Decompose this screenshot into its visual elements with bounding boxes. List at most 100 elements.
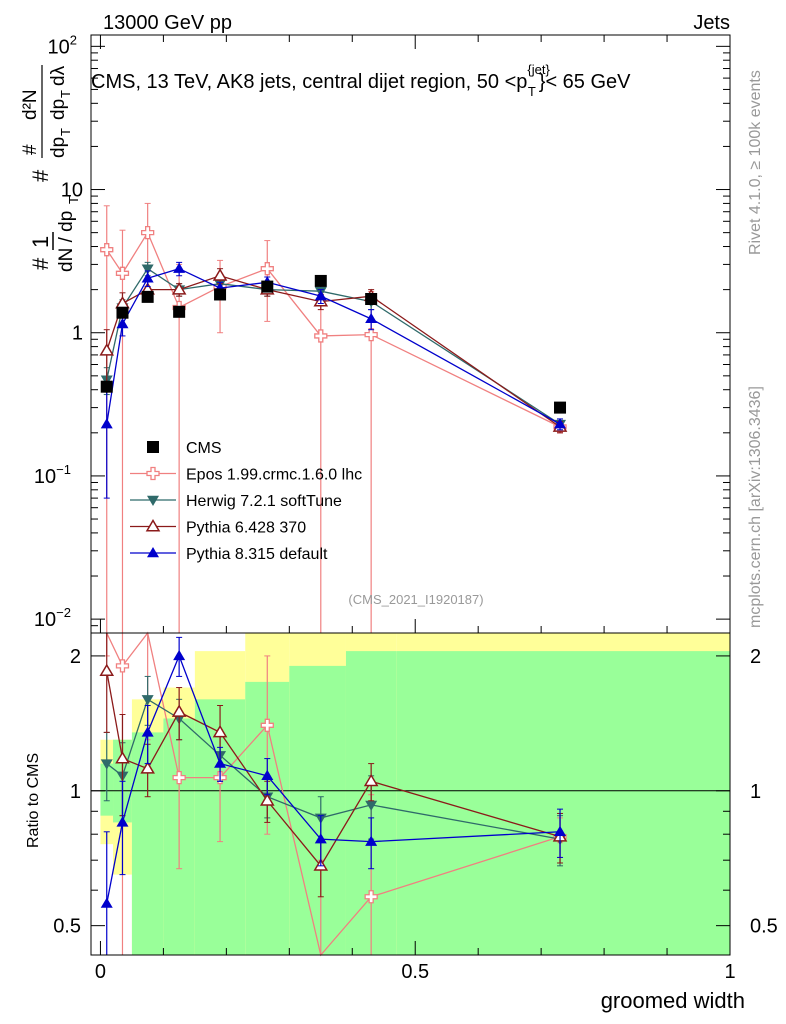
y-tick-base: 10: [48, 36, 70, 58]
data-point-triangle-up: [141, 272, 154, 283]
data-point-triangle-up: [100, 418, 113, 429]
ratio-y-ticks: 0.5 0.5 1 1 2 2: [53, 646, 778, 938]
plot-title-sub: T: [528, 84, 536, 99]
legend-label: Herwig 7.2.1 softTune: [186, 493, 342, 510]
x-tick-label: 1: [724, 961, 735, 983]
plot-title: CMS, 13 TeV, AK8 jets, central dijet reg…: [91, 62, 631, 99]
svg-text:dp: dp: [48, 99, 69, 120]
data-point-cross: [314, 329, 328, 343]
data-point-triangle-up: [314, 290, 327, 301]
band-green: [289, 665, 346, 955]
y-tick-label: 10−1: [34, 462, 71, 488]
svg-text:#: #: [20, 144, 41, 155]
data-point-triangle-open: [99, 663, 115, 677]
y-tick-base: 1: [72, 323, 83, 345]
data-point-triangle-open: [115, 751, 130, 764]
data-point-triangle-open: [212, 724, 228, 738]
data-point-triangle-open: [115, 296, 130, 309]
y-tick-exponent: −2: [56, 605, 71, 620]
data-point-cross: [141, 225, 155, 240]
y-tick-base: 10: [61, 180, 83, 202]
main-series-group: [99, 202, 568, 633]
svg-text:#: #: [28, 257, 53, 270]
data-point-triangle-open: [171, 282, 187, 295]
rivet-label: Rivet 4.1.0, ≥ 100k events: [747, 70, 764, 255]
data-point-cross: [172, 770, 186, 785]
data-point-triangle-open: [363, 773, 379, 787]
y-tick-exponent: −1: [56, 462, 71, 477]
energy-label: 13000 GeV pp: [103, 12, 232, 34]
data-point-triangle-down: [141, 695, 154, 706]
svg-text:dN / dp: dN / dp: [56, 211, 77, 272]
legend-item: Herwig 7.2.1 softTune: [130, 493, 342, 510]
data-point-triangle-up: [314, 833, 327, 844]
data-point-square: [147, 441, 159, 453]
y-tick-base: 10: [34, 609, 56, 631]
data-point-triangle-up: [554, 418, 567, 429]
svg-text:d²N: d²N: [20, 89, 41, 120]
data-point-square: [261, 280, 274, 293]
svg-text:T: T: [58, 90, 73, 98]
data-point-triangle-down: [100, 759, 113, 770]
y-tick-exponent: 2: [70, 32, 77, 47]
data-point-triangle-up: [214, 757, 227, 768]
data-point-triangle-up: [100, 897, 113, 908]
data-point-triangle-up: [173, 649, 186, 661]
ratio-tick-label-right: 1: [750, 781, 761, 803]
data-point-square: [214, 288, 227, 301]
legend-item: Pythia 8.315 default: [130, 546, 328, 563]
data-point-cross: [146, 466, 160, 481]
data-point-cross: [260, 262, 274, 276]
data-point-triangle-down: [141, 264, 154, 275]
data-point-triangle-up: [261, 769, 274, 781]
data-point-triangle-up: [147, 547, 159, 558]
ratio-series-group: [99, 631, 568, 957]
main-plot-frame: [90, 34, 731, 634]
legend-label: Pythia 6.428 370: [186, 520, 306, 537]
data-point-square: [116, 306, 129, 319]
plot-title-post: }< 65 GeV: [539, 71, 631, 93]
data-point-cross: [364, 327, 378, 342]
data-point-square: [100, 380, 113, 393]
legend-item: Epos 1.99.crmc.1.6.0 lhc: [130, 467, 362, 484]
analysis-id-label: (CMS_2021_I1920187): [348, 592, 483, 607]
data-point-triangle-open: [171, 704, 187, 717]
y-tick-label: 10−2: [34, 605, 71, 631]
svg-text:dλ: dλ: [48, 65, 69, 86]
legend-item: Pythia 6.428 370: [130, 519, 306, 537]
svg-text:dp: dp: [48, 137, 69, 158]
ratio-y-axis-label: Ratio to CMS: [25, 753, 42, 848]
data-point-cross: [115, 266, 130, 280]
data-point-square: [554, 401, 567, 414]
legend-item: CMS: [147, 440, 222, 457]
x-tick-label: 0: [95, 961, 106, 983]
plot-title-sup: {jet}: [527, 62, 550, 77]
ratio-tick-label: 0.5: [53, 916, 81, 938]
data-point-triangle-up: [173, 262, 186, 273]
x-tick-label: 0.5: [401, 961, 429, 983]
ratio-series-4: [100, 636, 567, 956]
series-line: [106, 231, 561, 428]
svg-text:1: 1: [28, 236, 53, 248]
legend-label: Epos 1.99.crmc.1.6.0 lhc: [186, 467, 362, 484]
data-point-cross: [100, 243, 114, 257]
ratio-tick-label: 2: [70, 646, 81, 668]
data-point-square: [314, 274, 327, 287]
ratio-plot-frame: [90, 632, 731, 956]
data-point-triangle-down: [365, 800, 378, 811]
plot-title-pre: CMS, 13 TeV, AK8 jets, central dijet reg…: [91, 71, 527, 93]
legend-label: CMS: [186, 440, 222, 457]
data-point-square: [141, 290, 154, 303]
y-tick-base: 10: [34, 466, 56, 488]
data-point-triangle-up: [116, 318, 129, 329]
series-4: [100, 261, 567, 499]
series-0: [100, 274, 567, 414]
main-y-axis-label: # 1 dN / dp T # # d²N dp T dp T dλ: [20, 65, 81, 272]
mcplots-label: mcplots.cern.ch [arXiv:1306.3436]: [747, 386, 764, 628]
data-point-cross: [260, 718, 274, 732]
ratio-tick-label-right: 0.5: [750, 916, 778, 938]
data-point-cross: [115, 659, 130, 673]
data-point-triangle-up: [116, 816, 129, 827]
